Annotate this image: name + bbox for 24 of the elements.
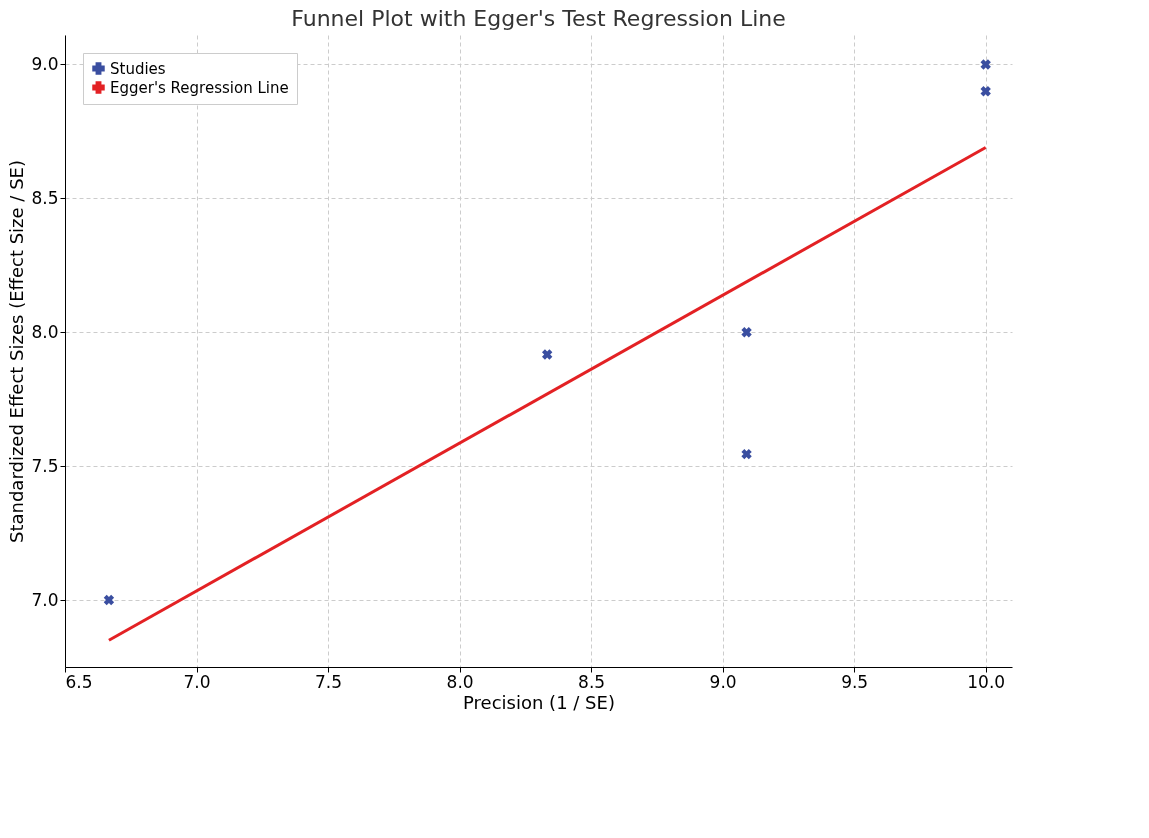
x-tick-label: 8.5 (578, 671, 606, 692)
x-tick-label: 6.5 (65, 671, 93, 692)
point (541, 349, 553, 360)
point (980, 59, 991, 70)
x-tick-label: 10.0 (967, 671, 1006, 692)
y-tick-label: 9.0 (31, 53, 59, 74)
x-tick-label: 9.0 (709, 671, 737, 692)
point (741, 327, 752, 338)
legend-label: Egger's Regression Line (110, 78, 289, 97)
legend-label: Studies (110, 59, 166, 78)
x-axis-title: Precision (1 / SE) (463, 691, 615, 713)
chart-title: Funnel Plot with Egger's Test Regression Line (291, 6, 786, 31)
x-tick-label: 7.0 (183, 671, 211, 692)
y-tick-label: 8.5 (31, 187, 59, 208)
y-tick-label: 8.0 (31, 321, 59, 342)
point (980, 86, 991, 97)
x-tick-label: 8.0 (446, 671, 474, 692)
x-tick-label: 7.5 (315, 671, 343, 692)
point (741, 448, 752, 460)
x-tick-label: 9.5 (841, 671, 869, 692)
point (103, 594, 115, 606)
y-axis-title: Standardized Effect Sizes (Effect Size / SE) (6, 160, 28, 543)
y-tick-label: 7.0 (31, 589, 59, 610)
y-tick-label: 7.5 (31, 455, 59, 476)
